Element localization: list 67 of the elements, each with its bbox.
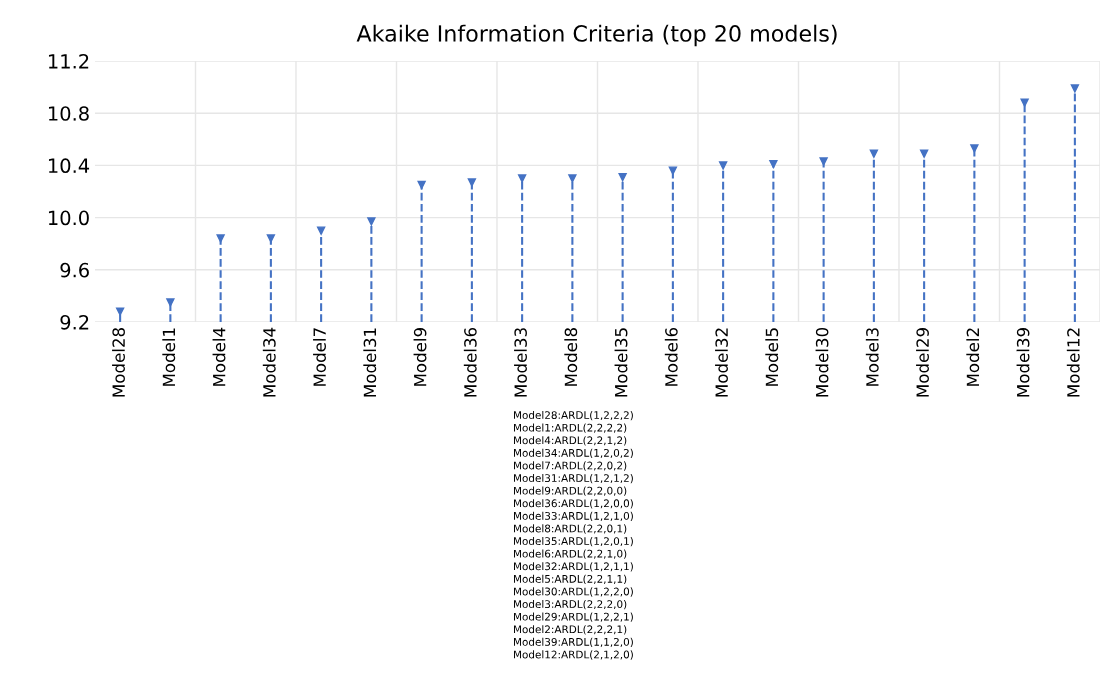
text: Model31:ARDL(1,2,1,2): [514, 473, 633, 484]
text: Model12:ARDL(2,1,2,0): [514, 650, 633, 660]
x-tick-label: Model35: [614, 328, 628, 397]
point: [668, 166, 678, 175]
point: [718, 161, 728, 170]
x-tick-label: Model6: [664, 327, 678, 386]
point: [618, 172, 627, 182]
x-tick-label: Model28: [112, 328, 125, 397]
text: Model8:ARDL(2,2,0,1): [514, 524, 627, 534]
x-tick-label: Model33: [514, 328, 527, 397]
point: [819, 157, 828, 166]
text: Model35:ARDL(1,2,0,1): [514, 536, 633, 547]
point: [266, 234, 276, 243]
text: Model34:ARDL(1,2,0,2): [514, 448, 633, 459]
point: [417, 180, 426, 190]
y-tick-label: 10.0: [48, 210, 89, 226]
point: [970, 144, 979, 153]
text: Model33:ARDL(1,2,1,0): [514, 511, 633, 522]
text: Model6:ARDL(2,2,1,0): [514, 549, 627, 559]
y-tick-label: 11.2: [48, 53, 89, 69]
chart-title: Akaike Information Criteria (top 20 models): [356, 24, 837, 47]
x-tick-label: Model36: [463, 327, 477, 397]
x-tick-label: Model12: [1066, 328, 1080, 397]
text: Model9:ARDL(2,2,0,0): [514, 486, 627, 496]
y-tick-label: 9.6: [60, 262, 89, 278]
x-tick-label: Model39: [1016, 328, 1030, 397]
point: [316, 226, 326, 235]
point: [166, 298, 175, 307]
point: [216, 234, 225, 243]
y-tick-label: 10.4: [48, 158, 90, 174]
point: [1070, 84, 1080, 93]
x-tick-label: Model3: [865, 328, 879, 386]
point: [367, 217, 376, 226]
point: [769, 159, 778, 169]
text: Model1:ARDL(2,2,2,2): [514, 423, 627, 433]
x-tick-label: Model29: [916, 328, 929, 397]
point: [517, 174, 527, 183]
text: Model29:ARDL(1,2,2,1): [514, 612, 633, 622]
x-tick-label: Model7: [313, 328, 326, 386]
text: Model39:ARDL(1,1,2,0): [514, 637, 633, 648]
x-tick-label: Model31: [363, 328, 377, 397]
x-tick-label: Model1: [162, 328, 176, 386]
point: [115, 307, 125, 316]
text: Model30:ARDL(1,2,2,0): [514, 587, 633, 597]
x-tick-label: Model34: [262, 327, 276, 397]
x-tick-label: Model2: [966, 328, 980, 386]
x-tick-label: Model8: [564, 328, 578, 386]
point: [919, 149, 929, 158]
x-tick-label: Model5: [765, 328, 779, 386]
text: Model2:ARDL(2,2,2,1): [514, 625, 627, 635]
text: Model32:ARDL(1,2,1,1): [514, 562, 633, 572]
point: [1020, 98, 1029, 107]
text: Model7:ARDL(2,2,0,2): [514, 461, 627, 471]
y-tick-label: 10.8: [48, 106, 89, 121]
text: Model28:ARDL(1,2,2,2): [514, 410, 633, 421]
point: [869, 149, 879, 158]
point: [467, 178, 477, 187]
text: Model3:ARDL(2,2,2,0): [514, 599, 627, 610]
x-tick-label: Model32: [715, 328, 728, 397]
text: Model5:ARDL(2,2,1,1): [514, 574, 627, 585]
y-tick-label: 9.2: [60, 314, 89, 330]
text: Model4:ARDL(2,2,1,2): [514, 436, 627, 446]
point: [568, 174, 577, 183]
text: Model36:ARDL(1,2,0,0): [514, 499, 633, 509]
x-tick-label: Model30: [815, 327, 829, 397]
x-tick-label: Model4: [212, 327, 226, 386]
x-tick-label: Model9: [413, 328, 427, 386]
